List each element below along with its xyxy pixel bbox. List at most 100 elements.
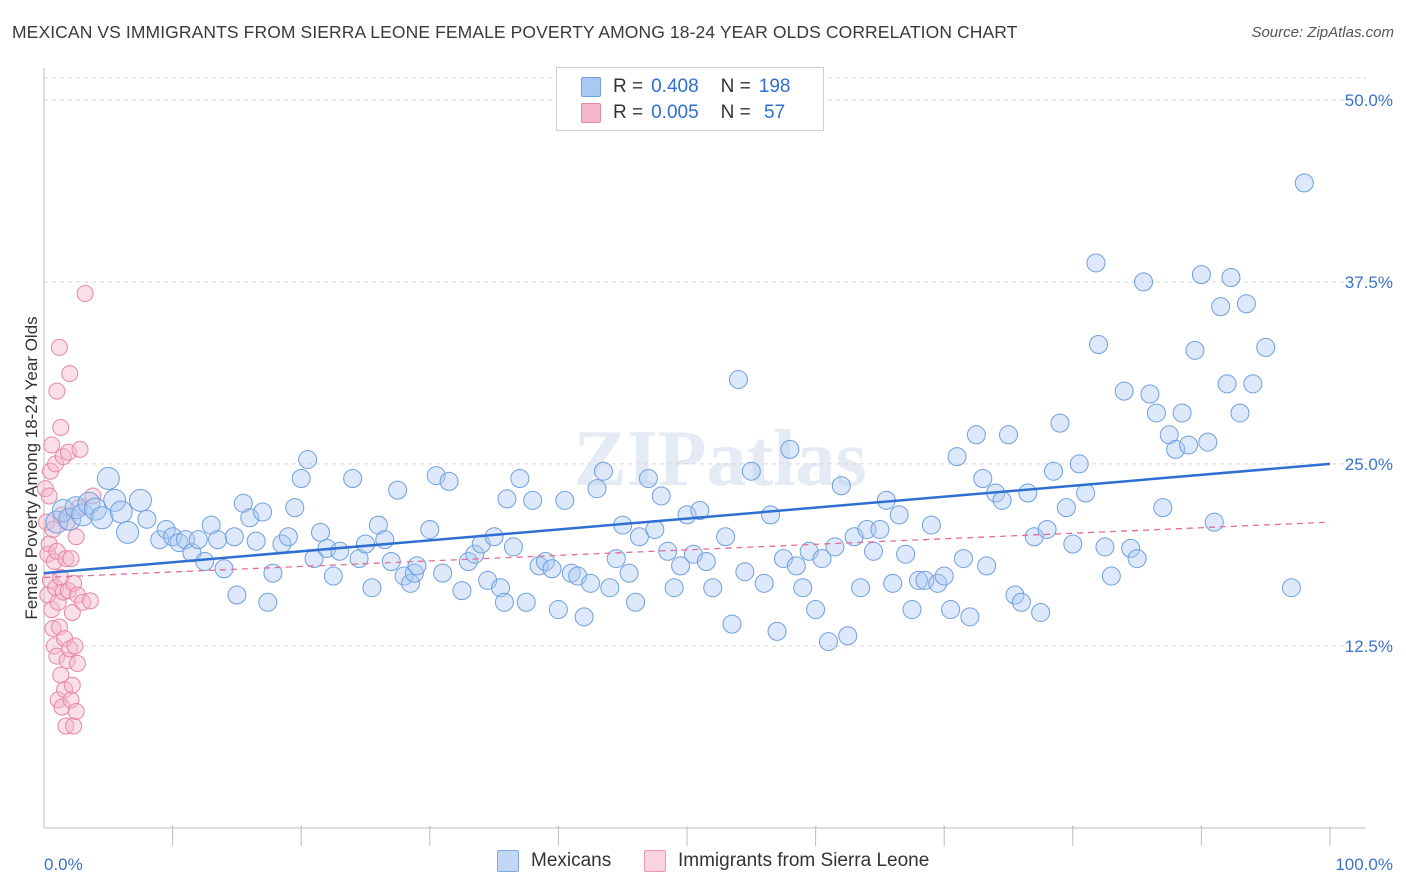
data-point-mexicans <box>934 566 954 586</box>
data-point-mexicans <box>690 501 710 521</box>
legend-n-value: 57 <box>758 102 786 123</box>
data-point-mexicans <box>128 488 152 512</box>
data-point-mexicans <box>928 573 948 593</box>
legend-n-label: N = <box>720 102 751 123</box>
data-point-mexicans <box>201 515 221 535</box>
legend-r-label: R = <box>613 102 644 123</box>
data-point-mexicans <box>1230 403 1250 423</box>
data-point-mexicans <box>1221 268 1241 288</box>
legend-row-sierra-leone: R = 0.005 N = 57 <box>581 100 785 126</box>
data-point-mexicans <box>349 549 369 569</box>
data-point-mexicans <box>298 450 318 470</box>
trend-lines <box>43 462 1331 579</box>
data-point-sierra-leone <box>48 542 66 560</box>
data-point-mexicans <box>1134 272 1154 292</box>
data-point-mexicans <box>1037 519 1057 539</box>
data-point-mexicans <box>1089 335 1109 355</box>
data-point-mexicans <box>368 515 388 535</box>
data-point-sierra-leone <box>81 592 99 610</box>
data-point-mexicans <box>992 490 1012 510</box>
data-point-mexicans <box>896 544 916 564</box>
data-point-mexicans <box>629 527 649 547</box>
data-point-mexicans <box>1153 498 1173 518</box>
data-point-mexicans <box>780 439 800 459</box>
data-point-sierra-leone <box>76 285 94 303</box>
legend-r-label: R = <box>613 76 644 97</box>
data-point-mexicans <box>966 425 986 445</box>
data-point-sierra-leone <box>63 676 81 694</box>
data-point-mexicans <box>494 592 514 612</box>
data-point-mexicans <box>71 503 95 527</box>
data-point-mexicans <box>1018 483 1038 503</box>
data-point-mexicans <box>818 632 838 652</box>
data-point-mexicans <box>1166 439 1186 459</box>
x-tick-label: 0.0% <box>44 855 83 874</box>
data-point-mexicans <box>1294 173 1314 193</box>
data-point-mexicans <box>285 498 305 518</box>
data-point-mexicans <box>555 490 575 510</box>
legend-item-mexicans[interactable]: Mexicans <box>497 850 611 872</box>
legend-label-mexicans: Mexicans <box>531 850 612 871</box>
data-point-sierra-leone <box>52 419 70 437</box>
data-point-mexicans <box>510 468 530 488</box>
data-point-mexicans <box>227 585 247 605</box>
data-point-mexicans <box>58 507 82 531</box>
legend-item-sierra-leone[interactable]: Immigrants from Sierra Leone <box>644 850 929 872</box>
legend-n-label: N = <box>720 76 751 97</box>
data-point-mexicans <box>195 551 215 571</box>
data-point-mexicans <box>921 515 941 535</box>
data-point-mexicans <box>1217 374 1237 394</box>
series-mexicans-points <box>45 173 1314 652</box>
data-point-mexicans <box>1198 432 1218 452</box>
y-tick-label: 12.5% <box>1345 637 1393 656</box>
data-point-mexicans <box>761 505 781 525</box>
data-point-mexicans <box>103 488 127 512</box>
data-point-mexicans <box>1101 566 1121 586</box>
data-point-mexicans <box>1159 425 1179 445</box>
data-point-sierra-leone <box>61 640 79 658</box>
trend-line-sierra-leone <box>43 521 1331 579</box>
data-point-mexicans <box>908 570 928 590</box>
data-point-mexicans <box>1172 403 1192 423</box>
data-point-mexicans <box>330 541 350 561</box>
data-point-mexicans <box>240 508 260 528</box>
data-point-mexicans <box>323 566 343 586</box>
data-point-sierra-leone <box>57 550 75 568</box>
data-point-mexicans <box>812 549 832 569</box>
data-point-mexicans <box>671 556 691 576</box>
data-point-sierra-leone <box>47 579 65 597</box>
legend-swatch-pink <box>644 850 666 872</box>
data-point-sierra-leone <box>48 647 66 665</box>
data-point-sierra-leone <box>49 593 67 611</box>
data-point-mexicans <box>1211 297 1231 317</box>
chart-title: MEXICAN VS IMMIGRANTS FROM SIERRA LEONE … <box>12 22 1018 42</box>
data-point-mexicans <box>433 563 453 583</box>
data-point-mexicans <box>109 500 133 524</box>
data-point-mexicans <box>401 573 421 593</box>
data-point-mexicans <box>1281 578 1301 598</box>
data-point-sierra-leone <box>66 637 84 655</box>
data-point-sierra-leone <box>38 513 56 531</box>
data-point-mexicans <box>947 447 967 467</box>
data-point-mexicans <box>658 541 678 561</box>
data-point-mexicans <box>458 551 478 571</box>
data-point-mexicans <box>664 578 684 598</box>
data-point-sierra-leone <box>62 550 80 568</box>
data-point-mexicans <box>426 466 446 486</box>
data-point-mexicans <box>452 581 472 601</box>
data-point-mexicans <box>278 527 298 547</box>
data-point-mexicans <box>716 527 736 547</box>
data-point-mexicans <box>388 480 408 500</box>
data-point-mexicans <box>1185 340 1205 360</box>
tick-labels: 12.5% 25.0% 37.5% 50.0% 0.0% 100.0% <box>44 91 1393 874</box>
data-point-mexicans <box>1063 534 1083 554</box>
data-point-mexicans <box>1005 585 1025 605</box>
watermark: ZIPatlas <box>573 415 866 503</box>
series-legend: Mexicans Immigrants from Sierra Leone <box>0 850 1406 878</box>
y-tick-label: 37.5% <box>1345 273 1393 292</box>
data-point-mexicans <box>484 527 504 547</box>
data-point-sierra-leone <box>65 717 83 735</box>
data-point-mexicans <box>224 527 244 547</box>
data-point-sierra-leone <box>67 702 85 720</box>
